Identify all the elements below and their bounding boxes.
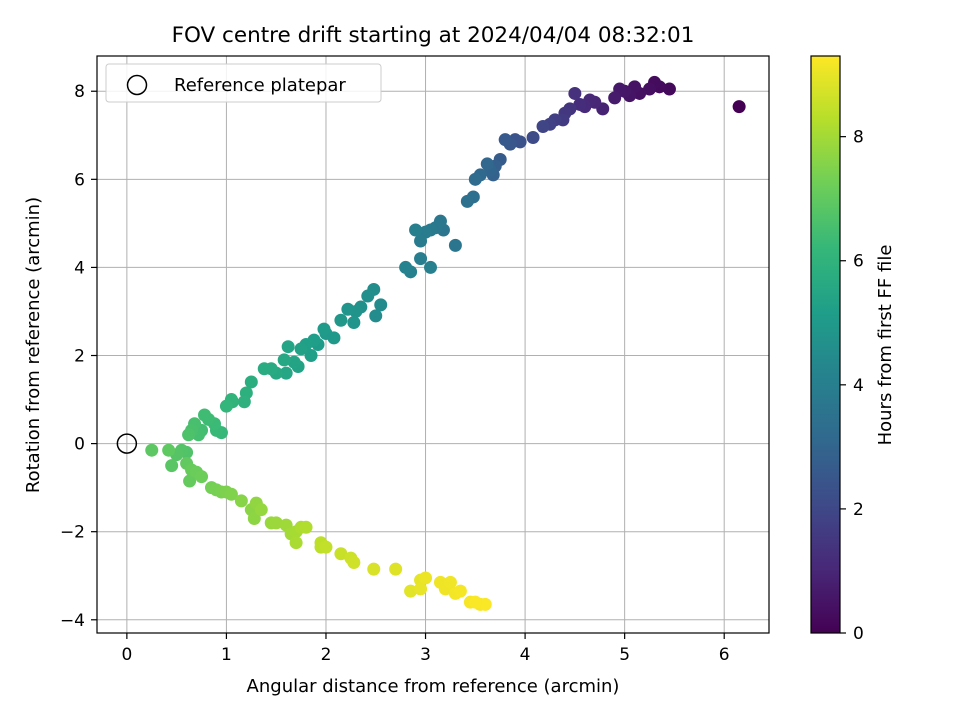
plot-frame — [96, 55, 770, 634]
data-point — [460, 194, 474, 208]
y-tick-label: −2 — [60, 523, 85, 543]
data-point — [453, 584, 467, 598]
data-point — [334, 313, 348, 327]
data-point — [304, 349, 318, 363]
x-tick-label: 0 — [121, 645, 132, 665]
data-point — [568, 86, 582, 100]
grid — [97, 56, 769, 633]
data-point — [367, 562, 381, 576]
data-point — [369, 309, 383, 323]
data-point — [347, 315, 361, 329]
x-axis-label: Angular distance from reference (arcmin) — [247, 676, 620, 697]
data-point — [404, 584, 418, 598]
data-point — [145, 443, 159, 457]
data-point — [448, 238, 462, 252]
data-point — [224, 487, 238, 501]
data-point — [536, 119, 550, 133]
colorbar-tick-label: 0 — [853, 624, 864, 644]
data-point — [198, 408, 212, 422]
x-tick-label: 1 — [221, 645, 232, 665]
data-point — [279, 366, 293, 380]
data-point — [165, 459, 179, 473]
data-point — [334, 547, 348, 561]
data-point — [361, 289, 375, 303]
legend-box — [105, 63, 382, 103]
colorbar: 0 2 4 6 8 Hours from first FF file — [810, 55, 896, 644]
data-point — [289, 536, 303, 550]
data-point — [234, 494, 248, 508]
reference-marker-group — [116, 433, 138, 454]
data-point — [269, 516, 283, 530]
y-axis: −4 −2 0 2 4 6 8 — [60, 82, 97, 631]
data-point — [319, 540, 333, 554]
colorbar-tick-label: 2 — [853, 500, 864, 520]
colorbar-tick-label: 8 — [853, 128, 864, 148]
data-point — [414, 252, 428, 266]
y-tick-label: 0 — [74, 435, 85, 455]
data-point — [195, 470, 209, 484]
data-point — [162, 443, 176, 457]
colorbar-tick-label: 4 — [853, 376, 864, 396]
data-point — [399, 260, 413, 274]
x-tick-label: 4 — [520, 645, 531, 665]
data-point — [498, 133, 512, 147]
data-point — [443, 575, 457, 589]
reference-platepar-marker — [116, 433, 138, 454]
data-point — [182, 428, 196, 442]
data-point — [317, 322, 331, 336]
data-point — [468, 595, 482, 609]
data-point — [287, 355, 301, 369]
colorbar-ticks: 0 2 4 6 8 — [840, 128, 864, 644]
y-axis-label: Rotation from reference (arcmin) — [23, 197, 44, 493]
data-point — [389, 562, 403, 576]
legend: Reference platepar — [105, 63, 382, 103]
data-point — [608, 91, 622, 105]
y-tick-label: 6 — [74, 170, 85, 190]
data-point — [237, 395, 251, 409]
data-point — [409, 223, 423, 237]
data-point — [281, 340, 295, 354]
data-point — [526, 130, 540, 144]
colorbar-label: Hours from first FF file — [875, 245, 896, 446]
legend-entry-reference-platepar: Reference platepar — [174, 75, 346, 96]
data-point — [424, 260, 438, 274]
y-tick-label: 8 — [74, 82, 85, 102]
x-tick-label: 6 — [719, 645, 730, 665]
data-point — [374, 298, 388, 312]
data-point — [254, 503, 268, 517]
x-axis: 0 1 2 3 4 5 6 — [121, 633, 730, 665]
y-tick-label: −4 — [60, 611, 85, 631]
x-tick-label: 3 — [420, 645, 431, 665]
data-point — [468, 172, 482, 186]
data-point — [347, 556, 361, 570]
x-tick-label: 2 — [321, 645, 332, 665]
scatter-points — [145, 75, 746, 611]
data-point — [573, 97, 587, 111]
data-point — [247, 511, 261, 525]
data-point — [419, 571, 433, 585]
data-point — [244, 375, 258, 389]
data-point — [414, 234, 428, 248]
data-point — [480, 157, 494, 171]
y-tick-label: 4 — [74, 258, 85, 278]
chart-title: FOV centre drift starting at 2024/04/04 … — [172, 23, 695, 48]
data-point — [277, 353, 291, 367]
legend-marker-icon — [126, 74, 148, 96]
data-point — [643, 82, 657, 96]
x-tick-label: 5 — [619, 645, 630, 665]
data-point — [299, 520, 313, 534]
data-point — [294, 342, 308, 356]
data-point — [219, 399, 233, 413]
colorbar-tick-label: 6 — [853, 252, 864, 272]
y-tick-label: 2 — [74, 347, 85, 367]
data-point — [662, 82, 676, 96]
data-point — [478, 597, 492, 611]
colorbar-gradient — [810, 55, 841, 634]
data-point — [183, 474, 197, 488]
data-point — [341, 302, 355, 316]
data-point — [732, 100, 746, 114]
data-point — [257, 362, 271, 376]
data-point — [414, 582, 428, 596]
